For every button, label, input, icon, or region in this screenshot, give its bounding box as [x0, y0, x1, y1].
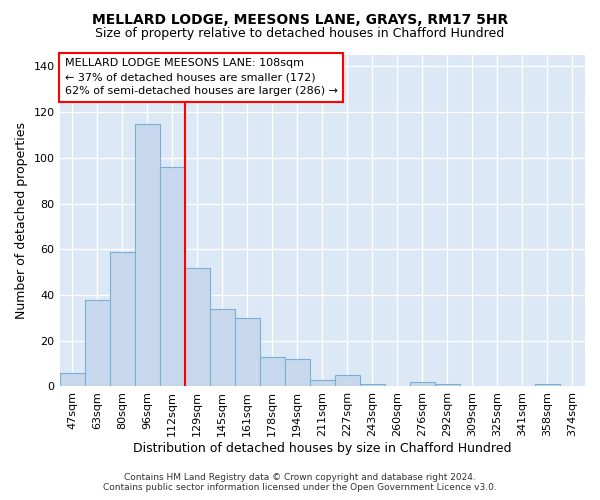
Bar — [235, 318, 260, 386]
Bar — [160, 167, 185, 386]
Bar — [535, 384, 560, 386]
Y-axis label: Number of detached properties: Number of detached properties — [15, 122, 28, 319]
Bar — [335, 375, 360, 386]
Bar — [260, 356, 285, 386]
Bar — [285, 359, 310, 386]
Bar — [85, 300, 110, 386]
Text: Size of property relative to detached houses in Chafford Hundred: Size of property relative to detached ho… — [95, 28, 505, 40]
X-axis label: Distribution of detached houses by size in Chafford Hundred: Distribution of detached houses by size … — [133, 442, 512, 455]
Bar — [110, 252, 134, 386]
Text: MELLARD LODGE, MEESONS LANE, GRAYS, RM17 5HR: MELLARD LODGE, MEESONS LANE, GRAYS, RM17… — [92, 12, 508, 26]
Bar — [185, 268, 209, 386]
Bar — [310, 380, 335, 386]
Bar — [59, 372, 85, 386]
Bar — [134, 124, 160, 386]
Bar — [410, 382, 435, 386]
Bar — [209, 308, 235, 386]
Text: MELLARD LODGE MEESONS LANE: 108sqm
← 37% of detached houses are smaller (172)
62: MELLARD LODGE MEESONS LANE: 108sqm ← 37%… — [65, 58, 338, 96]
Bar — [435, 384, 460, 386]
Bar — [360, 384, 385, 386]
Text: Contains HM Land Registry data © Crown copyright and database right 2024.
Contai: Contains HM Land Registry data © Crown c… — [103, 473, 497, 492]
